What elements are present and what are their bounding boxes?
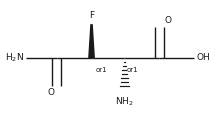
Text: O: O <box>47 88 54 97</box>
Text: or1: or1 <box>126 67 138 73</box>
Text: NH$_2$: NH$_2$ <box>115 95 134 108</box>
Text: F: F <box>89 11 94 20</box>
Text: OH: OH <box>196 53 210 62</box>
Text: H$_2$N: H$_2$N <box>5 51 24 64</box>
Polygon shape <box>89 25 94 58</box>
Text: or1: or1 <box>96 67 107 73</box>
Text: O: O <box>164 16 171 25</box>
